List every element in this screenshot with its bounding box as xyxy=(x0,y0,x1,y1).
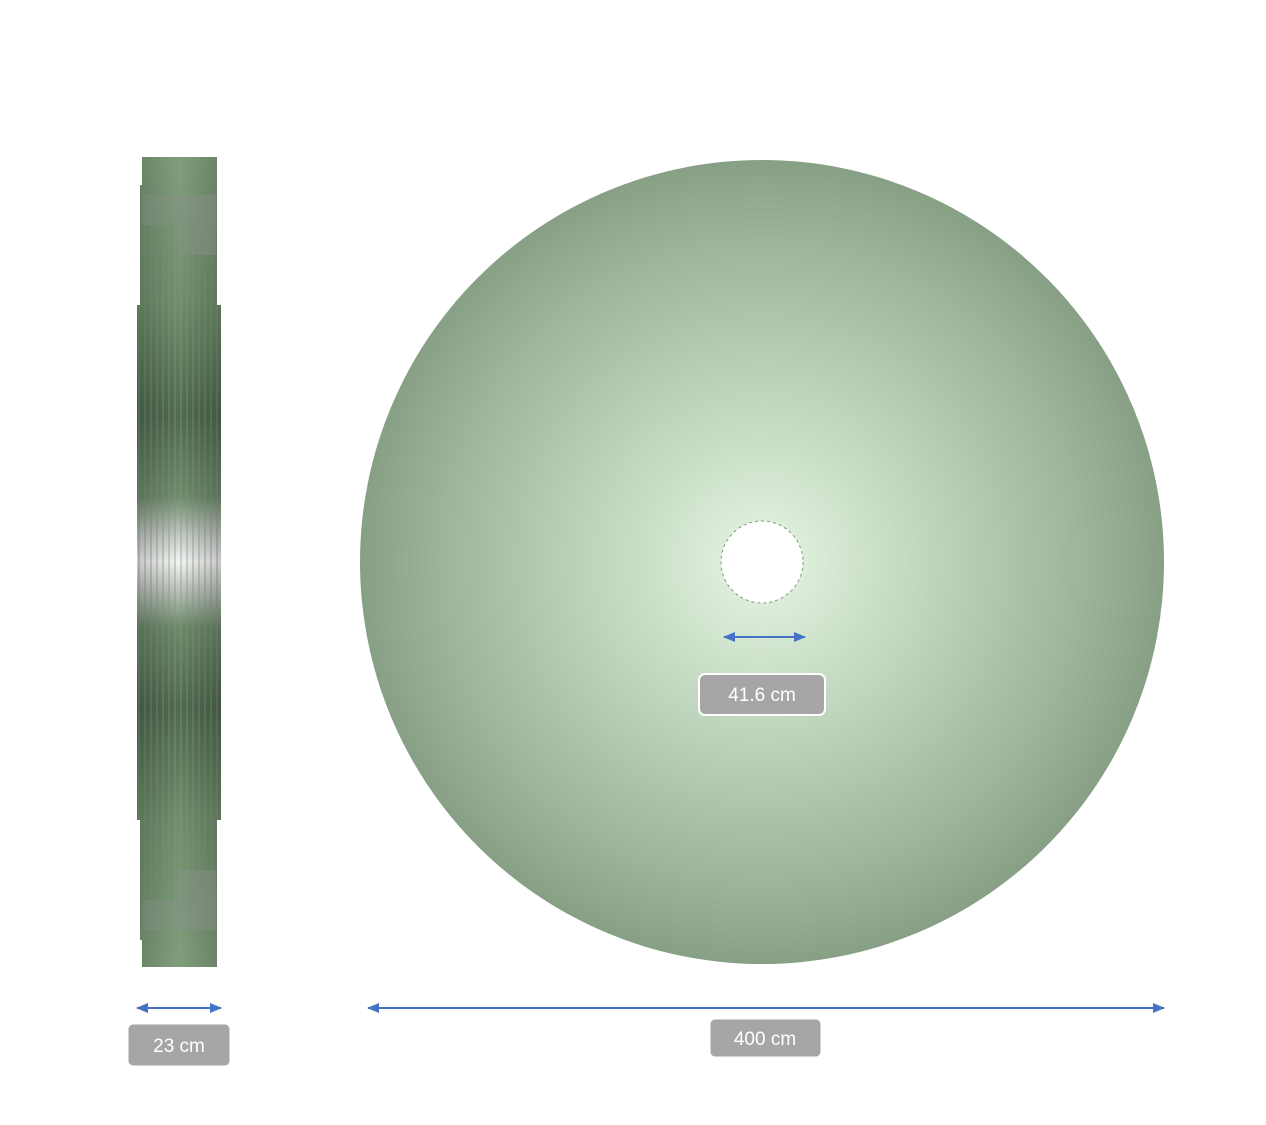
outer-diameter-label: 400 cm xyxy=(734,1029,796,1050)
thickness-label-box xyxy=(127,1023,231,1067)
inner-diameter-label-box xyxy=(698,673,826,716)
disc-center-hole xyxy=(720,520,804,604)
inner-diameter-dimension: 41.6 cm xyxy=(698,632,826,716)
thickness-dimension: 23 cm xyxy=(127,1003,231,1067)
disc-front-view xyxy=(360,160,1164,964)
inner-diameter-label: 41.6 cm xyxy=(728,685,796,706)
disc-side-view xyxy=(137,157,221,967)
thickness-label: 23 cm xyxy=(153,1036,205,1057)
outer-diameter-dimension: 400 cm xyxy=(367,1003,1165,1058)
outer-diameter-label-box xyxy=(709,1018,822,1058)
